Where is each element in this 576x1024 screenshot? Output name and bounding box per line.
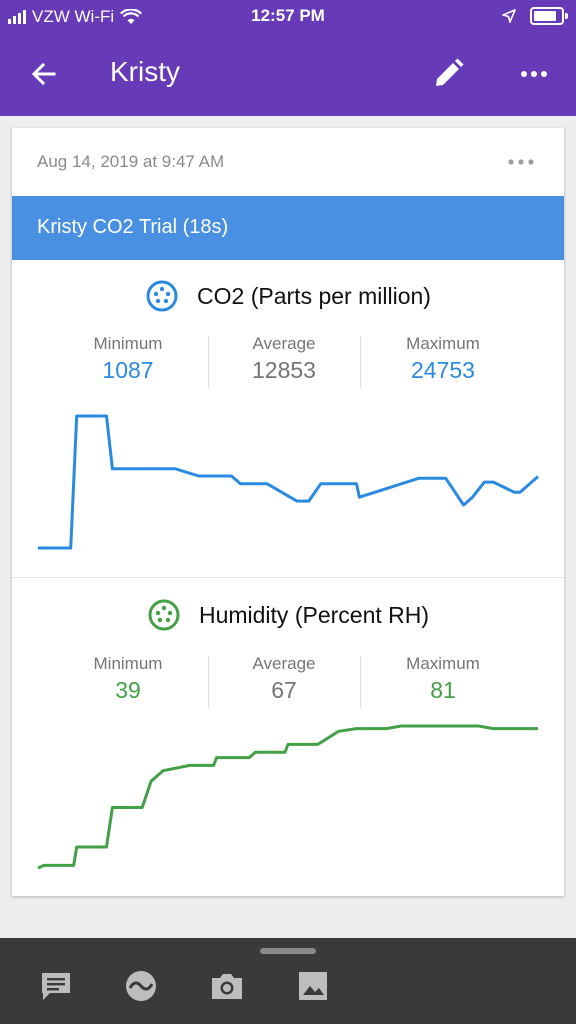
wifi-icon [120, 9, 143, 24]
toolbar: Kristy [0, 34, 576, 116]
sensor-title: Humidity (Percent RH) [198, 601, 430, 628]
stat-label: Average [252, 334, 316, 353]
stat-value: 24753 [411, 357, 475, 383]
carrier-label: VZW Wi-Fi [32, 7, 115, 26]
co2-line-chart [38, 414, 539, 550]
bottom-action-bar [0, 938, 576, 1024]
trial-card: Aug 14, 2019 at 9:47 AM Kristy CO2 Trial… [12, 128, 564, 896]
humidity-line-chart [37, 724, 538, 870]
trial-date: Aug 14, 2019 at 9:47 AM [37, 152, 225, 171]
series-line [37, 724, 538, 870]
stat-minimum: Minimum 1087 [53, 334, 203, 384]
stat-value: 1087 [102, 357, 154, 383]
stat-average: Average 67 [209, 654, 359, 704]
stat-maximum: Maximum 81 [368, 654, 518, 704]
camera-icon[interactable] [209, 968, 245, 1004]
stat-label: Maximum [406, 334, 480, 353]
app-bar: VZW Wi-Fi 12:57 PM Kristy [0, 0, 576, 116]
clock: 12:57 PM [251, 6, 325, 25]
battery-icon [530, 7, 568, 25]
stat-average: Average 12853 [209, 334, 359, 384]
card-more-icon[interactable] [506, 152, 536, 172]
stat-value: 81 [430, 677, 456, 703]
cell-signal-icon [8, 10, 26, 24]
trial-title: Kristy CO2 Trial (18s) [37, 216, 229, 238]
humidity-section-header: Humidity (Percent RH) [12, 595, 564, 635]
stat-label: Average [252, 654, 316, 673]
edit-pencil-icon[interactable] [428, 54, 468, 94]
stat-label: Minimum [93, 334, 163, 353]
status-bar: VZW Wi-Fi 12:57 PM [0, 0, 576, 34]
stat-value: 67 [271, 677, 297, 703]
co2-section-header: CO2 (Parts per million) [12, 276, 564, 316]
sensor-wave-icon[interactable] [123, 968, 159, 1004]
note-icon[interactable] [38, 968, 74, 1004]
trial-title-bar[interactable]: Kristy CO2 Trial (18s) [12, 196, 564, 260]
stat-value: 39 [115, 677, 141, 703]
back-arrow-icon[interactable] [24, 54, 64, 94]
sensor-title: CO2 (Parts per million) [197, 282, 431, 309]
gallery-image-icon[interactable] [295, 968, 331, 1004]
drag-handle[interactable] [260, 948, 316, 954]
location-arrow-icon [502, 9, 516, 23]
stat-divider [208, 336, 209, 388]
stat-label: Maximum [406, 654, 480, 673]
stat-divider [208, 656, 209, 708]
humidity-stats: Minimum 39 Average 67 Maximum 81 [12, 654, 564, 712]
stat-minimum: Minimum 39 [53, 654, 203, 704]
more-horiz-icon[interactable] [514, 54, 554, 94]
stat-label: Minimum [93, 654, 163, 673]
page-title: Kristy [110, 56, 180, 87]
stat-value: 12853 [252, 357, 316, 383]
co2-stats: Minimum 1087 Average 12853 Maximum 24753 [12, 334, 564, 392]
stat-maximum: Maximum 24753 [368, 334, 518, 384]
stat-divider [360, 656, 361, 708]
sensor-icon [146, 280, 178, 312]
series-line [38, 414, 539, 550]
stat-divider [360, 336, 361, 388]
section-divider [12, 577, 564, 578]
sensor-icon [148, 599, 180, 631]
